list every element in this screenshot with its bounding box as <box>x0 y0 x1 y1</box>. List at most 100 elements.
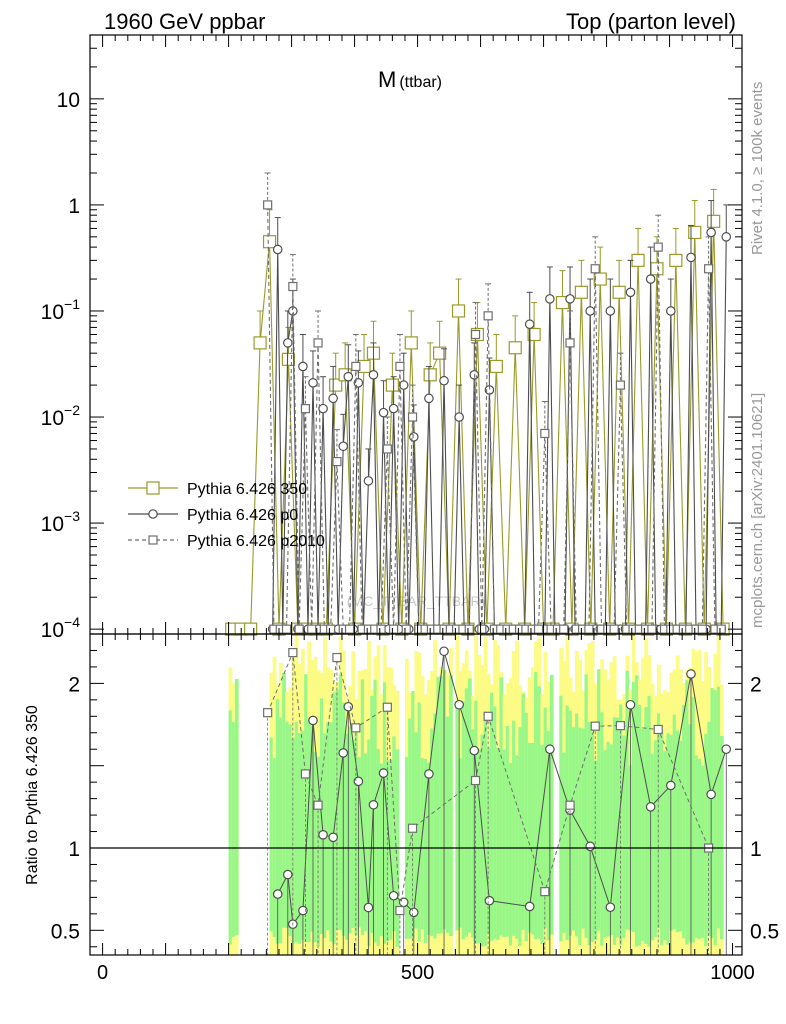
mcplots-url-label: mcplots.cern.ch [arXiv:2401.10621] <box>749 393 766 628</box>
series-1-point <box>368 370 379 380</box>
series-2-point <box>382 444 392 454</box>
series-2-point <box>559 624 569 634</box>
series-1-point <box>524 319 535 330</box>
series-2-point <box>615 380 626 390</box>
ratio-series-1-point <box>686 669 696 679</box>
series-2-point <box>407 412 418 422</box>
ratio-series-1-point <box>378 768 389 778</box>
ratio-band-green <box>316 756 321 946</box>
ratio-band-green <box>691 697 696 943</box>
series-0-point <box>593 272 607 286</box>
y-tick-label: 10−4 <box>41 614 81 642</box>
ratio-y-tick-label: 1 <box>68 838 80 861</box>
ratio-band-green <box>688 724 693 943</box>
series-0-point <box>574 285 588 299</box>
ratio-band-green <box>360 679 365 936</box>
ratio-band-green <box>669 734 674 931</box>
ratio-series-1-point <box>585 841 595 852</box>
ratio-band-green <box>587 722 592 946</box>
series-2-point <box>332 456 342 467</box>
series-2-point <box>344 624 355 634</box>
y-tick-label: 1 <box>68 195 80 218</box>
ratio-band-green <box>307 719 312 943</box>
series-2-point <box>300 404 311 414</box>
ratio-band-green <box>423 758 428 944</box>
ratio-series-2-point <box>470 775 481 786</box>
ratio-band-green <box>455 702 460 931</box>
series-1-point <box>328 393 338 404</box>
ratio-line-2 <box>267 652 710 911</box>
ratio-band-green <box>634 675 639 947</box>
series-1-point <box>706 227 716 238</box>
ratio-band-green <box>707 721 712 936</box>
ratio-band-green <box>313 752 318 943</box>
series-0-point <box>688 225 702 240</box>
ratio-band-green <box>483 714 488 947</box>
ratio-uncertainty-bands <box>228 634 724 955</box>
ratio-band-green <box>341 702 346 936</box>
ratio-band-green <box>546 730 551 941</box>
ratio-band-green <box>625 670 630 930</box>
ratio-band-green <box>701 765 705 938</box>
ratio-band-green <box>326 722 330 931</box>
ratio-series-1-point <box>484 895 495 906</box>
series-2-point <box>263 200 273 210</box>
ratio-band-green <box>294 721 299 943</box>
ratio-series-2-point <box>590 721 600 731</box>
series-2-point <box>351 361 361 372</box>
y-tick-label: 10−1 <box>41 296 81 324</box>
ratio-band-green <box>269 737 274 932</box>
ratio-band-green <box>449 675 453 937</box>
ratio-band-green <box>379 763 384 937</box>
series-2-point <box>395 361 405 372</box>
ratio-band-green <box>373 679 378 943</box>
ratio-band-green <box>619 704 623 945</box>
series-1-point <box>454 412 464 422</box>
series-2-point <box>326 624 336 634</box>
series-1-point <box>585 306 595 316</box>
ratio-band-green <box>502 749 507 938</box>
ratio-band-green <box>672 714 677 930</box>
ratio-band-green <box>329 722 334 942</box>
ratio-band-green <box>530 742 535 935</box>
ratio-band-green <box>420 758 425 930</box>
ratio-band-green <box>430 728 434 937</box>
series-2-point <box>401 624 411 634</box>
ratio-band-green <box>682 704 686 939</box>
chart-title: M (ttbar) <box>378 67 442 92</box>
series-0-point <box>451 304 466 318</box>
ratio-series-2-point <box>300 769 311 779</box>
ratio-series-1-point <box>706 789 716 800</box>
main-series-layer <box>225 172 732 636</box>
ratio-band-green <box>231 721 236 937</box>
ratio-series-2-point <box>407 823 418 833</box>
ratio-band-green <box>389 759 393 940</box>
series-0-point <box>433 346 447 360</box>
ratio-series-1-point <box>328 832 338 843</box>
series-2-point <box>313 338 323 348</box>
ratio-band-green <box>562 752 567 933</box>
ratio-band-green <box>685 680 690 945</box>
ratio-band-green <box>644 706 649 944</box>
ratio-series-2-point <box>565 800 575 810</box>
ratio-band-green <box>549 674 554 935</box>
ratio-band-green <box>571 727 576 931</box>
ratio-series-2-point <box>351 723 361 733</box>
ratio-series-1-point <box>353 776 364 787</box>
series-0-point <box>423 368 437 382</box>
series-0-point <box>707 214 721 228</box>
series-2-point <box>281 624 292 634</box>
ratio-band-green <box>656 713 661 929</box>
ratio-series-2-point <box>395 905 405 916</box>
ratio-band-green <box>713 690 718 946</box>
ratio-band-green <box>433 713 438 939</box>
ratio-band-green <box>304 674 308 943</box>
ratio-band-green <box>697 759 702 939</box>
series-1-point <box>318 403 328 414</box>
ratio-band-green <box>663 751 668 941</box>
ratio-band-green <box>436 676 441 934</box>
series-0-point <box>262 235 277 249</box>
ratio-y-tick-label-right: 2 <box>750 673 762 696</box>
ratio-band-green <box>622 735 627 939</box>
ratio-series-2-point <box>332 652 342 663</box>
